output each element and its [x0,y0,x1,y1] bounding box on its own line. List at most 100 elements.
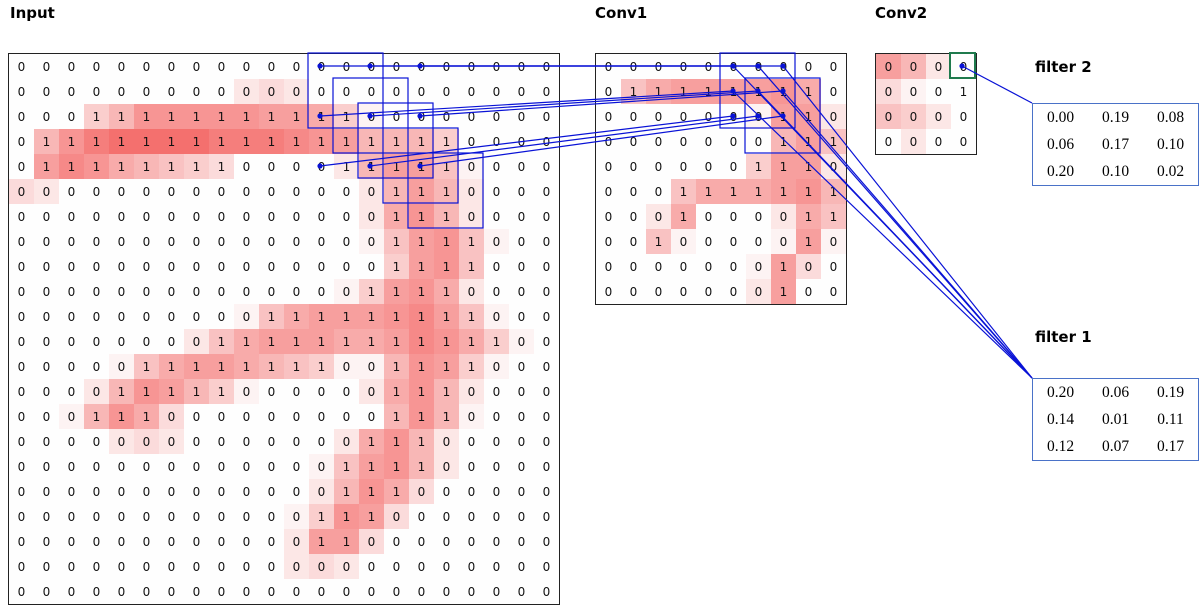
grid-cell: 0 [671,229,696,254]
grid-cell: 0 [542,484,551,499]
grid-cell: 1 [334,129,359,154]
grid-cell: 1 [384,204,409,229]
input-grid: 0 0 0 0 0 0 0 0 0 0 0 0 0 0 0 0 0 0 0 0 0 0 0 0 0 0 0 0 0 0 0 0 0 0 0 0 0 0 0 0… [8,53,560,605]
grid-cell: 1 [359,129,384,154]
grid-cell: 0 [67,484,76,499]
grid-cell: 0 [492,284,501,299]
grid-cell: 0 [729,259,738,274]
grid-cell: 1 [359,504,384,529]
grid-cell: 0 [267,534,276,549]
grid-cell: 1 [259,304,284,329]
grid-cell: 0 [67,209,76,224]
grid-cell: 1 [334,304,359,329]
grid-cell: 1 [434,354,459,379]
grid-cell: 1 [434,379,459,404]
grid-cell: 0 [242,159,251,174]
grid-cell: 1 [671,79,696,104]
grid-cell: 0 [542,159,551,174]
grid-cell: 0 [192,459,201,474]
grid-cell: 0 [292,259,301,274]
grid-cell: 1 [134,354,159,379]
grid-cell: 1 [109,129,134,154]
grid-cell: 0 [754,59,763,74]
grid-cell: 0 [654,184,663,199]
grid-cell: 1 [84,154,109,179]
grid-cell: 0 [517,434,526,449]
grid-cell: 0 [492,559,501,574]
grid-cell: 1 [159,354,184,379]
grid-cell: 0 [192,59,201,74]
grid-cell: 0 [704,109,713,124]
filter-value-cell: 0.01 [1101,410,1130,428]
grid-cell: 0 [317,234,326,249]
grid-cell: 0 [804,59,813,74]
grid-cell: 1 [409,229,434,254]
grid-cell: 1 [434,154,459,179]
grid-cell: 0 [192,509,201,524]
grid-cell: 0 [17,509,26,524]
grid-cell: 0 [517,234,526,249]
grid-cell: 0 [604,209,613,224]
grid-cell: 0 [442,559,451,574]
grid-cell: 0 [317,284,326,299]
grid-cell: 1 [384,404,409,429]
grid-cell: 0 [59,404,84,429]
grid-cell: 1 [384,479,409,504]
grid-cell: 0 [192,259,201,274]
grid-cell: 0 [901,104,926,129]
grid-cell: 0 [542,109,551,124]
grid-cell: 0 [192,584,201,599]
grid-cell: 0 [92,584,101,599]
grid-cell: 1 [284,129,309,154]
grid-cell: 0 [42,434,51,449]
grid-cell: 0 [17,534,26,549]
grid-cell: 0 [167,584,176,599]
grid-cell: 1 [209,154,234,179]
grid-cell: 0 [217,84,226,99]
grid-cell: 0 [517,484,526,499]
grid-cell: 0 [417,559,426,574]
grid-cell: 1 [284,329,309,354]
grid-cell: 0 [679,59,688,74]
grid-cell: 1 [159,154,184,179]
grid-cell: 0 [492,584,501,599]
grid-cell: 0 [184,329,209,354]
grid-cell: 1 [409,254,434,279]
grid-cell: 0 [67,309,76,324]
grid-cell: 0 [796,254,821,279]
grid-cell: 0 [167,209,176,224]
grid-cell: 0 [17,409,26,424]
grid-cell: 0 [192,84,201,99]
grid-cell: 0 [292,59,301,74]
grid-cell: 0 [67,559,76,574]
grid-cell: 0 [517,359,526,374]
grid-cell: 1 [59,129,84,154]
grid-cell: 0 [267,159,276,174]
grid-cell: 0 [17,259,26,274]
grid-cell: 0 [42,109,51,124]
grid-cell: 0 [117,509,126,524]
grid-cell: 0 [17,484,26,499]
input-label: Input [10,4,55,22]
grid-cell: 1 [409,154,434,179]
grid-cell: 0 [492,109,501,124]
grid-cell: 0 [604,59,613,74]
grid-cell: 0 [342,384,351,399]
grid-cell: 0 [167,334,176,349]
grid-cell: 0 [926,104,951,129]
grid-cell: 1 [796,229,821,254]
grid-cell: 0 [217,284,226,299]
grid-cell: 0 [292,584,301,599]
grid-cell: 0 [192,209,201,224]
grid-cell: 0 [42,509,51,524]
grid-cell: 0 [42,84,51,99]
grid-cell: 0 [292,409,301,424]
grid-cell: 0 [92,359,101,374]
grid-cell: 1 [771,279,796,304]
grid-cell: 0 [217,434,226,449]
grid-cell: 0 [142,484,151,499]
grid-cell: 0 [117,184,126,199]
grid-cell: 0 [67,284,76,299]
grid-cell: 0 [17,134,26,149]
grid-cell: 0 [517,259,526,274]
